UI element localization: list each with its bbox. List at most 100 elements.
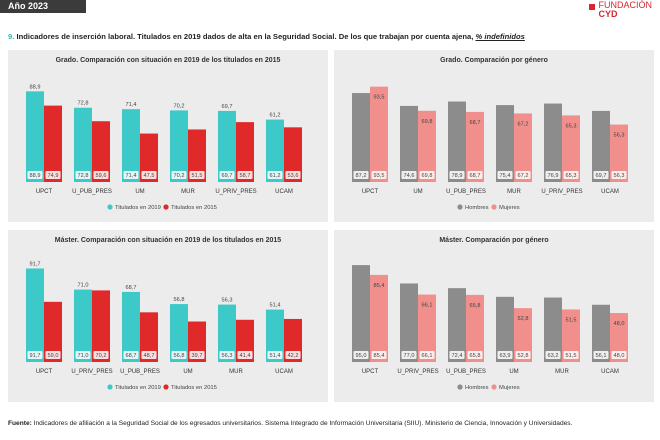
bar-series2 bbox=[418, 110, 436, 182]
data-label-bg bbox=[27, 171, 43, 179]
data-label-bg bbox=[401, 171, 417, 179]
x-tick-label: UM bbox=[413, 189, 422, 195]
bar-series1 bbox=[496, 296, 514, 362]
data-label: 75,4 bbox=[500, 173, 511, 179]
data-label-top: 69,7 bbox=[222, 104, 233, 110]
legend-label: Titulados en 2015 bbox=[171, 385, 217, 391]
data-label-bg bbox=[141, 351, 157, 359]
legend-marker bbox=[457, 204, 463, 210]
source-footer: Fuente: Indicadores de afiliación a la S… bbox=[8, 420, 652, 427]
data-label: 69,8 bbox=[422, 173, 433, 179]
x-tick-label: U_PUB_PRES bbox=[72, 189, 112, 195]
data-label-bg bbox=[353, 351, 369, 359]
data-label-top: 67,2 bbox=[518, 121, 529, 127]
data-label: 69,7 bbox=[596, 173, 607, 179]
data-label-bg bbox=[419, 171, 435, 179]
bar-series1 bbox=[544, 103, 562, 182]
data-label-bg bbox=[189, 171, 205, 179]
x-tick-label: MUR bbox=[555, 369, 569, 375]
bar-series1 bbox=[266, 309, 284, 362]
data-label: 51,4 bbox=[270, 353, 281, 359]
x-tick-label: UM bbox=[509, 369, 518, 375]
logo-text: FUNDACIÓN CYD bbox=[599, 1, 653, 19]
bar-series2 bbox=[610, 313, 628, 362]
data-label-top: 71,4 bbox=[126, 102, 137, 108]
x-tick-label: U_PRIV_PRES bbox=[215, 189, 256, 195]
legend-label: Mujeres bbox=[499, 205, 520, 211]
x-tick-label: UPCT bbox=[362, 369, 379, 375]
data-label: 72,8 bbox=[78, 173, 89, 179]
bar-series2 bbox=[370, 274, 388, 362]
bar-series2 bbox=[188, 129, 206, 182]
data-label: 67,2 bbox=[518, 173, 529, 179]
bar-series2 bbox=[44, 301, 62, 362]
x-tick-label: U_PUB_PRES bbox=[120, 369, 160, 375]
data-label-bg bbox=[611, 351, 627, 359]
bar-series1 bbox=[352, 265, 370, 362]
data-label: 70,2 bbox=[174, 173, 185, 179]
bar-series1 bbox=[122, 291, 140, 362]
data-label-bg bbox=[171, 351, 187, 359]
bar-series1 bbox=[544, 297, 562, 362]
x-tick-label: UPCT bbox=[36, 369, 53, 375]
data-label-top: 71,0 bbox=[78, 283, 89, 289]
bar-series2 bbox=[562, 309, 580, 362]
data-label-bg bbox=[611, 171, 627, 179]
data-label-bg bbox=[75, 171, 91, 179]
bar-series1 bbox=[496, 105, 514, 182]
bar-series2 bbox=[514, 113, 532, 182]
x-tick-label: UCAM bbox=[275, 189, 293, 195]
data-label-bg bbox=[219, 171, 235, 179]
x-tick-label: UM bbox=[183, 369, 192, 375]
data-label: 71,4 bbox=[126, 173, 137, 179]
data-label-bg bbox=[449, 171, 465, 179]
bar-series2 bbox=[236, 122, 254, 182]
bar-series1 bbox=[122, 109, 140, 182]
x-tick-label: MUR bbox=[507, 189, 521, 195]
data-label: 59,6 bbox=[96, 173, 107, 179]
data-label-top: 65,8 bbox=[470, 303, 481, 309]
x-tick-label: MUR bbox=[229, 369, 243, 375]
chart-title: Grado. Comparación con situación en 2019… bbox=[56, 57, 281, 64]
bar-series1 bbox=[218, 304, 236, 362]
data-label: 41,4 bbox=[240, 353, 251, 359]
legend-marker bbox=[491, 384, 497, 390]
title-main: Indicadores de inserción laboral. Titula… bbox=[16, 32, 474, 41]
bar-series1 bbox=[592, 304, 610, 362]
bar-series1 bbox=[592, 110, 610, 182]
data-label: 56,3 bbox=[222, 353, 233, 359]
chart-panel-grado-genero: Grado. Comparación por género 87,2 93,5 93,… bbox=[334, 50, 654, 222]
data-label-bg bbox=[545, 171, 561, 179]
chart-panel-grado-situacion: Grado. Comparación con situación en 2019… bbox=[8, 50, 328, 222]
title-underlined: % indefinidos bbox=[475, 32, 525, 41]
data-label-bg bbox=[93, 171, 109, 179]
data-label: 48,0 bbox=[614, 353, 625, 359]
data-label: 65,8 bbox=[470, 353, 481, 359]
bar-series2 bbox=[466, 111, 484, 182]
legend-label: Titulados en 2019 bbox=[115, 385, 161, 391]
logo-line1: FUNDACIÓN bbox=[598, 0, 653, 10]
data-label-top: 69,8 bbox=[422, 119, 433, 125]
legend-label: Titulados en 2015 bbox=[171, 205, 217, 211]
data-label-bg bbox=[267, 351, 283, 359]
data-label-bg bbox=[123, 351, 139, 359]
data-label-top: 56,3 bbox=[222, 298, 233, 304]
bar-series2 bbox=[466, 294, 484, 362]
data-label: 66,1 bbox=[422, 353, 433, 359]
data-label-top: 56,3 bbox=[614, 133, 625, 139]
data-label: 56,1 bbox=[596, 353, 607, 359]
bar-series2 bbox=[418, 294, 436, 362]
bar-series2 bbox=[92, 290, 110, 362]
chart-master-situacion: Máster. Comparación con situación en 201… bbox=[26, 237, 302, 391]
data-label: 95,0 bbox=[356, 353, 367, 359]
footer-label: Fuente: bbox=[8, 420, 32, 427]
bar-series1 bbox=[400, 105, 418, 182]
data-label-bg bbox=[593, 351, 609, 359]
chart-grado-genero: Grado. Comparación por género 87,2 93,5 93,… bbox=[352, 57, 628, 211]
data-label-bg bbox=[123, 171, 139, 179]
data-label-top: 93,5 bbox=[374, 95, 385, 101]
legend-marker bbox=[163, 204, 169, 210]
data-label-top: 65,3 bbox=[566, 123, 577, 129]
data-label-top: 51,4 bbox=[270, 303, 281, 309]
x-tick-label: UPCT bbox=[36, 189, 53, 195]
